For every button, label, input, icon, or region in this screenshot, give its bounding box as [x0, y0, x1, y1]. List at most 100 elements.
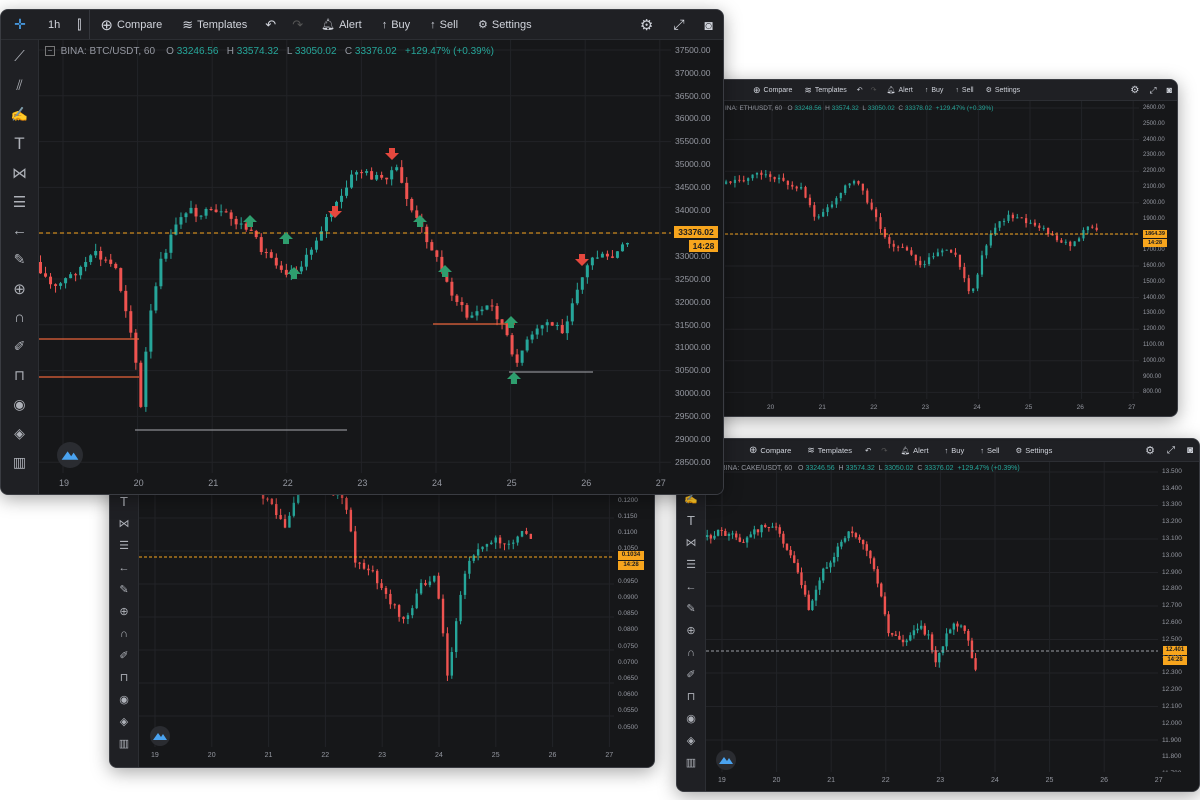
buy-button[interactable]: ↑ Buy [381, 18, 411, 31]
draw-lock-icon[interactable]: ✐ [686, 669, 696, 681]
buy-button[interactable]: ↑ Buy [924, 86, 944, 94]
text-tool-icon[interactable]: T [14, 133, 25, 153]
sell-signal-arrow[interactable] [385, 148, 399, 160]
text-tool-icon[interactable]: T [687, 513, 695, 528]
undo-button[interactable]: ↶ [257, 17, 284, 33]
eye-icon[interactable]: ◉ [119, 694, 129, 706]
buy-signal-arrow[interactable] [504, 316, 518, 328]
buy-signal-arrow[interactable] [279, 232, 293, 244]
fullscreen-button[interactable]: ⤢ [663, 16, 694, 33]
magnet-icon[interactable]: ∩ [687, 646, 695, 659]
draw-lock-icon[interactable]: ✐ [119, 650, 129, 662]
trash-icon[interactable]: ▥ [685, 757, 697, 769]
trash-icon[interactable]: ▥ [12, 454, 27, 470]
screenshot-button[interactable]: ◙ [695, 17, 723, 33]
sell-button[interactable]: ↑ Sell [955, 86, 974, 94]
collapse-icon[interactable]: − [45, 46, 55, 57]
sell-signal-arrow[interactable] [575, 254, 589, 266]
trend-line-icon[interactable]: ⟋ [14, 48, 25, 65]
layers-icon[interactable]: ◈ [686, 735, 696, 747]
candle-type-button[interactable]: ⫿ [69, 17, 89, 33]
redo-button[interactable]: ↷ [867, 86, 881, 94]
undo-button[interactable]: ↶ [860, 446, 876, 455]
compare-button[interactable]: ⊕ Compare [753, 84, 793, 95]
fullscreen-button[interactable]: ⤢ [1161, 445, 1181, 456]
redo-button[interactable]: ↷ [876, 446, 892, 455]
zoom-icon[interactable]: ⊕ [686, 625, 696, 637]
text-tool-icon[interactable]: T [120, 494, 128, 509]
layers-icon[interactable]: ◈ [14, 425, 25, 441]
templates-button[interactable]: ≋ Templates [182, 16, 248, 32]
buy-signal-arrow[interactable] [413, 215, 427, 227]
compare-button[interactable]: ⊕ Compare [100, 16, 163, 34]
settings-button[interactable]: ⚙ Settings [1015, 445, 1053, 455]
plot-area[interactable] [39, 40, 671, 473]
fib-tool-icon[interactable]: ☰ [12, 193, 27, 211]
chart-settings-button[interactable]: ⚙ [1125, 85, 1144, 96]
sell-signal-arrow[interactable] [328, 206, 342, 218]
pattern-tool-icon[interactable]: ⋈ [118, 518, 130, 530]
magnet-icon[interactable]: ∩ [14, 309, 25, 326]
settings-button[interactable]: ⚙ Settings [478, 18, 532, 32]
undo-button[interactable]: ↶ [853, 86, 867, 94]
price-axis[interactable]: 2600.00 2500.00 2400.00 2300.00 2200.00 2100.… [1139, 101, 1177, 399]
price-axis[interactable]: 0.12000.11500.11000.10500.10000.09500.09… [614, 477, 654, 747]
ruler-icon[interactable]: ✎ [13, 251, 26, 267]
zoom-icon[interactable]: ⊕ [13, 280, 26, 298]
fib-tool-icon[interactable]: ☰ [119, 540, 129, 552]
layers-icon[interactable]: ◈ [119, 716, 129, 728]
chart-settings-button[interactable]: ⚙ [630, 16, 663, 34]
arrow-left-icon[interactable]: ← [12, 222, 27, 239]
eye-icon[interactable]: ◉ [13, 396, 26, 412]
templates-button[interactable]: ≋ Templates [804, 84, 847, 95]
settings-button[interactable]: ⚙ Settings [985, 86, 1021, 95]
alert-button[interactable]: 🔔︎ Alert [321, 18, 362, 32]
plot-area[interactable] [706, 462, 1158, 772]
alert-button[interactable]: 🔔︎ Alert [886, 86, 913, 95]
date-axis[interactable]: 19 20 21 22 23 24 25 26 27 [39, 473, 723, 494]
buy-button[interactable]: ↑ Buy [944, 445, 965, 455]
buy-signal-arrow[interactable] [287, 267, 301, 279]
draw-lock-icon[interactable]: ✐ [13, 338, 26, 354]
plot-area[interactable] [725, 101, 1139, 399]
date-axis[interactable]: 19 20 21 22 23 24 25 26 27 [139, 747, 654, 767]
arrow-left-icon[interactable]: ← [685, 580, 697, 593]
alert-button[interactable]: 🔔︎ Alert [900, 445, 929, 455]
date-axis[interactable]: 20 21 22 23 24 25 26 27 [725, 399, 1177, 416]
lock-icon[interactable]: ⊓ [119, 672, 129, 684]
fullscreen-button[interactable]: ⤢ [1144, 85, 1161, 96]
date-axis[interactable]: 19 20 21 22 23 24 25 26 27 [706, 772, 1199, 791]
redo-button[interactable]: ↷ [284, 17, 311, 33]
brush-tool-icon[interactable]: ✍ [10, 106, 29, 122]
sell-button[interactable]: ↑ Sell [430, 18, 459, 31]
screenshot-button[interactable]: ◙ [1181, 445, 1199, 456]
eye-icon[interactable]: ◉ [686, 713, 696, 725]
fib-tool-icon[interactable]: ☰ [686, 559, 696, 571]
plot-area[interactable] [139, 477, 614, 747]
magnet-icon[interactable]: ∩ [120, 627, 128, 640]
buy-signal-arrow[interactable] [507, 372, 521, 384]
lock-icon[interactable]: ⊓ [686, 691, 696, 703]
buy-signal-arrow[interactable] [438, 265, 452, 277]
lock-icon[interactable]: ⊓ [14, 367, 25, 383]
brush-tool-icon[interactable]: ✍ [684, 493, 698, 505]
interval-button[interactable]: 1h [48, 18, 61, 31]
arrow-left-icon[interactable]: ← [118, 561, 130, 574]
screenshot-button[interactable]: ◙ [1162, 85, 1177, 95]
candle [927, 630, 930, 640]
chart-settings-button[interactable]: ⚙ [1139, 444, 1161, 457]
parallel-lines-icon[interactable]: ⫽ [16, 77, 23, 93]
buy-signal-arrow[interactable] [243, 215, 257, 227]
sell-button[interactable]: ↑ Sell [980, 445, 1000, 455]
ruler-icon[interactable]: ✎ [119, 584, 129, 596]
zoom-icon[interactable]: ⊕ [119, 606, 129, 618]
crosshair-button[interactable]: ✛ [1, 16, 39, 33]
compare-button[interactable]: ⊕ Compare [749, 444, 792, 456]
templates-button[interactable]: ≋ Templates [807, 444, 852, 455]
trash-icon[interactable]: ▥ [118, 738, 130, 750]
price-axis[interactable]: 13.500 13.400 13.300 13.200 13.100 13.000 12.9… [1158, 462, 1199, 777]
ruler-icon[interactable]: ✎ [686, 603, 696, 615]
price-axis[interactable]: 37500.00 37000.00 36500.00 36000.00 35500.00… [671, 40, 723, 473]
pattern-tool-icon[interactable]: ⋈ [12, 164, 27, 182]
pattern-tool-icon[interactable]: ⋈ [685, 537, 697, 549]
